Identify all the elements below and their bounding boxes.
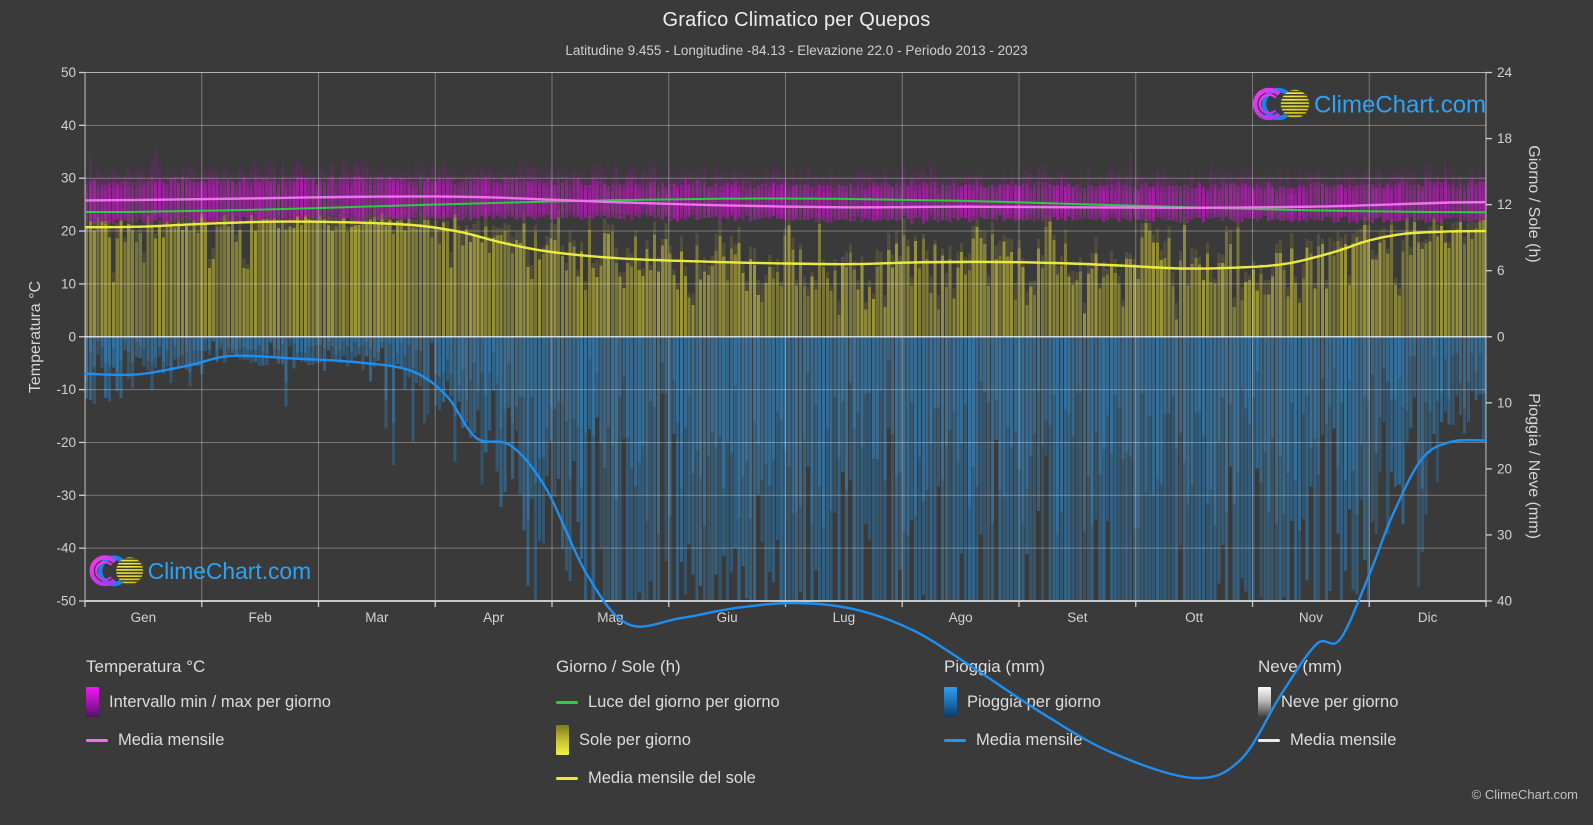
svg-text:Mag: Mag — [597, 610, 623, 625]
sun-per-day-swatch-icon — [556, 725, 569, 755]
gridlines — [85, 72, 1486, 601]
legend-column-snow: Neve (mm) Neve per giorno Media mensile — [1258, 655, 1398, 755]
legend-column-temperature: Temperatura °C Intervallo min / max per … — [86, 655, 331, 755]
sun-mean-line — [85, 220, 1486, 270]
legend-item: Media mensile del sole — [556, 763, 780, 793]
legend-column-day-sun: Giorno / Sole (h) Luce del giorno per gi… — [556, 655, 780, 793]
legend-item: Intervallo min / max per giorno — [86, 687, 331, 717]
legend-item-label: Media mensile — [1290, 730, 1397, 749]
rain-mean-line-icon — [944, 738, 966, 742]
legend-item: Neve per giorno — [1258, 687, 1398, 717]
rain-per-day-swatch-icon — [944, 687, 957, 717]
legend-item-label: Luce del giorno per giorno — [588, 692, 780, 711]
svg-text:24: 24 — [1497, 65, 1513, 80]
svg-text:30: 30 — [1497, 527, 1512, 542]
svg-text:10: 10 — [1497, 395, 1512, 410]
svg-text:40: 40 — [61, 118, 76, 133]
legend-item-label: Neve per giorno — [1281, 692, 1399, 711]
legend-item-label: Media mensile del sole — [588, 768, 756, 787]
svg-text:Apr: Apr — [483, 610, 505, 625]
snow-mean-line-icon — [1258, 738, 1280, 742]
svg-text:Dic: Dic — [1418, 610, 1438, 625]
y-axis-title-rain-snow: Pioggia / Neve (mm) — [1525, 393, 1542, 539]
svg-text:-30: -30 — [56, 488, 76, 503]
svg-text:0: 0 — [68, 329, 76, 344]
svg-text:Ago: Ago — [949, 610, 973, 625]
page-subtitle: Latitudine 9.455 - Longitudine -84.13 - … — [565, 43, 1028, 58]
svg-text:50: 50 — [61, 65, 76, 80]
legend-item-label: Pioggia per giorno — [967, 692, 1101, 711]
copyright-text: © ClimeChart.com — [1471, 787, 1578, 802]
legend-column-rain: Pioggia (mm) Pioggia per giorno Media me… — [944, 655, 1101, 755]
legend-item: Media mensile — [86, 725, 331, 755]
svg-text:-10: -10 — [56, 382, 76, 397]
svg-text:Gen: Gen — [131, 610, 157, 625]
legend-item: Luce del giorno per giorno — [556, 687, 780, 717]
legend-item-label: Sole per giorno — [579, 730, 691, 749]
svg-text:-50: -50 — [56, 594, 76, 609]
axis-ticks — [79, 71, 1492, 607]
legend-header: Neve (mm) — [1258, 657, 1343, 676]
legend-item: Pioggia per giorno — [944, 687, 1101, 717]
svg-text:18: 18 — [1497, 131, 1512, 146]
svg-text:0: 0 — [1497, 329, 1505, 344]
legend-header: Giorno / Sole (h) — [556, 657, 681, 676]
temp-mean-line — [85, 195, 1486, 210]
svg-text:Mar: Mar — [365, 610, 389, 625]
svg-text:Feb: Feb — [248, 610, 271, 625]
legend-item-label: Media mensile — [976, 730, 1083, 749]
snow-per-day-swatch-icon — [1258, 687, 1271, 717]
svg-text:20: 20 — [1497, 461, 1512, 476]
climechart-logo-watermark: ClimeChart.com — [89, 555, 311, 587]
svg-text:Nov: Nov — [1299, 610, 1323, 625]
svg-text:12: 12 — [1497, 197, 1512, 212]
legend-item: Media mensile — [944, 725, 1101, 755]
svg-text:ClimeChart.com: ClimeChart.com — [1314, 92, 1486, 119]
page-title: Grafico Climatico per Quepos — [662, 9, 931, 31]
sun-mean-line-icon — [556, 776, 578, 780]
axis-tick-labels: 50 40 30 20 10 0 -10 -20 -30 -40 -50 24 18 12 6 0 10 20 30… — [56, 65, 1512, 625]
temp-minmax-swatch-icon — [86, 687, 99, 717]
legend-header: Temperatura °C — [86, 657, 206, 676]
svg-text:30: 30 — [61, 171, 76, 186]
svg-text:6: 6 — [1497, 263, 1505, 278]
temp-mean-line-icon — [86, 738, 108, 742]
svg-text:-40: -40 — [56, 541, 76, 556]
plot-frame — [84, 72, 1487, 602]
svg-text:Set: Set — [1067, 610, 1088, 625]
climechart-logo-top-right: ClimeChart.com — [1252, 87, 1486, 121]
daily-bars-layer — [85, 146, 1486, 601]
daylight-line-icon — [556, 700, 578, 704]
legend-item-label: Intervallo min / max per giorno — [109, 692, 331, 711]
daylight-line — [85, 197, 1486, 214]
y-axis-title-temperature: Temperatura °C — [27, 280, 44, 394]
legend-item: Media mensile — [1258, 725, 1398, 755]
svg-text:10: 10 — [61, 276, 76, 291]
legend-item: Sole per giorno — [556, 725, 780, 755]
y-axis-title-day-sun: Giorno / Sole (h) — [1525, 145, 1542, 263]
svg-text:40: 40 — [1497, 594, 1512, 609]
legend-item-label: Media mensile — [118, 730, 225, 749]
svg-text:Lug: Lug — [833, 610, 856, 625]
legend-header: Pioggia (mm) — [944, 657, 1046, 676]
svg-text:ClimeChart.com: ClimeChart.com — [148, 558, 311, 584]
svg-text:Giu: Giu — [717, 610, 738, 625]
svg-text:20: 20 — [61, 224, 76, 239]
svg-text:Ott: Ott — [1185, 610, 1203, 625]
svg-text:-20: -20 — [56, 435, 76, 450]
